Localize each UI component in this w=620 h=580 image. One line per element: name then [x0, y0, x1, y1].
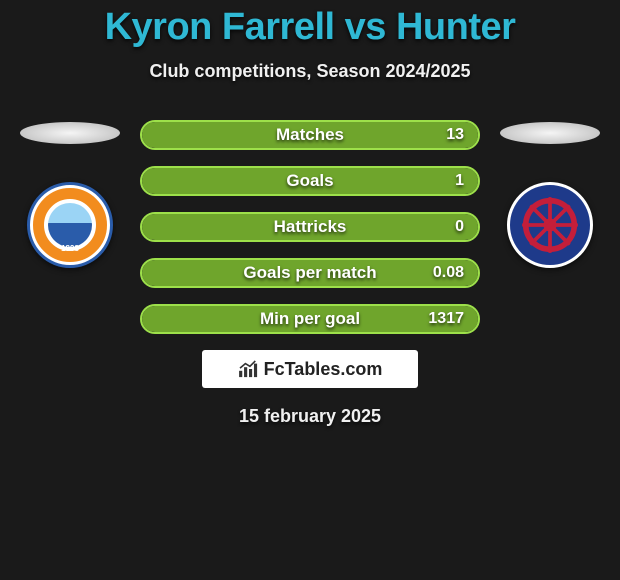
stat-label: Min per goal	[260, 309, 360, 329]
stat-value: 0	[455, 218, 464, 236]
stat-label: Goals per match	[243, 263, 376, 283]
stats-list: Matches 13 Goals 1 Hattricks 0 Goals per match…	[140, 120, 480, 334]
player-left-column: 1898	[10, 120, 130, 268]
brand-chart-icon	[238, 360, 260, 378]
club-logo-left: 1898	[27, 182, 113, 268]
stat-row: Goals per match 0.08	[140, 258, 480, 288]
club-logo-right	[507, 182, 593, 268]
stat-label: Goals	[286, 171, 333, 191]
stat-value: 1	[455, 172, 464, 190]
player-right-column	[490, 120, 610, 268]
stat-value: 0.08	[433, 264, 464, 282]
date-label: 15 february 2025	[0, 406, 620, 427]
stat-row: Goals 1	[140, 166, 480, 196]
subtitle: Club competitions, Season 2024/2025	[0, 61, 620, 82]
stat-row: Hattricks 0	[140, 212, 480, 242]
page-title: Kyron Farrell vs Hunter	[0, 0, 620, 49]
stat-label: Hattricks	[274, 217, 347, 237]
brand-badge[interactable]: FcTables.com	[202, 350, 418, 388]
stat-value: 1317	[428, 310, 464, 328]
player-left-avatar	[20, 122, 120, 144]
stat-label: Matches	[276, 125, 344, 145]
comparison-area: 1898 Matche	[0, 120, 620, 334]
stat-value: 13	[446, 126, 464, 144]
stat-row: Matches 13	[140, 120, 480, 150]
stat-row: Min per goal 1317	[140, 304, 480, 334]
player-right-avatar	[500, 122, 600, 144]
brand-label: FcTables.com	[264, 359, 383, 380]
